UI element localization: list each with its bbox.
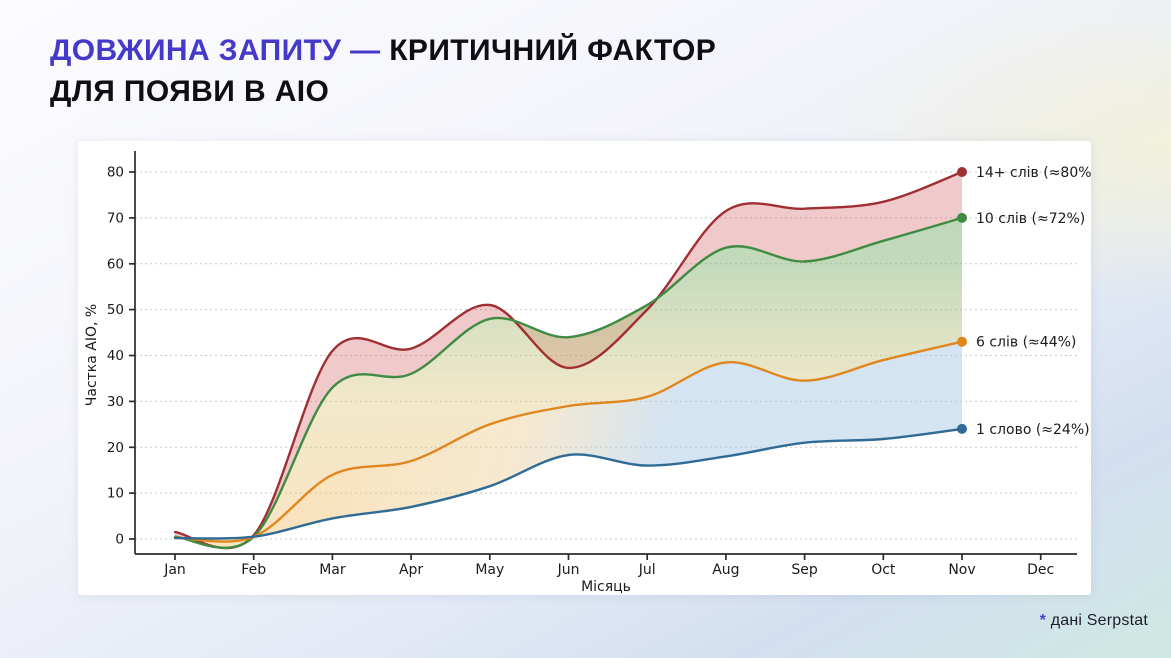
x-tick-label: Sep (791, 562, 818, 578)
y-tick-label: 50 (107, 302, 124, 318)
footnote-asterisk: * (1039, 612, 1047, 629)
annotation-1-word: 1 слово (≈24%) (976, 422, 1090, 438)
x-tick-label: Apr (399, 562, 423, 578)
x-tick-label: Aug (712, 562, 739, 578)
title-rest: КРИТИЧНИЙ ФАКТОР (380, 34, 717, 67)
tick-labels: 0 10 20 30 40 50 60 70 80 Jan Feb Mar Apr May Jun Jul Au… (107, 165, 1054, 579)
page-title: ДОВЖИНА ЗАПИТУ — КРИТИЧНИЙ ФАКТОР ДЛЯ ПО… (50, 30, 716, 112)
x-tick-label: Nov (948, 562, 975, 578)
x-tick-label: Dec (1027, 562, 1054, 578)
y-tick-label: 80 (107, 165, 124, 181)
title-line2: ДЛЯ ПОЯВИ В AIO (50, 75, 330, 108)
y-tick-label: 70 (107, 210, 124, 226)
line-10-words (173, 216, 964, 549)
x-tick-label: May (475, 562, 504, 578)
annotation-6-words: 6 слів (≈44%) (976, 335, 1076, 351)
line-6-words (173, 340, 964, 543)
x-tick-label: Oct (871, 562, 896, 578)
footnote: * дані Serpstat (1040, 612, 1148, 630)
y-tick-label: 40 (107, 348, 124, 364)
x-tick-label: Feb (241, 562, 266, 578)
y-tick-label: 60 (107, 256, 124, 272)
axes (129, 151, 1077, 560)
end-dot-14plus-words (957, 167, 967, 177)
x-tick-label: Jul (638, 562, 656, 578)
band-6-words (175, 341, 962, 542)
line-14plus-words (173, 170, 964, 550)
chart-card: 0 10 20 30 40 50 60 70 80 Jan Feb Mar Apr May Jun Jul Au… (78, 141, 1091, 595)
footnote-text: дані Serpstat (1046, 612, 1148, 629)
x-tick-label: Jan (163, 562, 186, 578)
end-dot-1-word (957, 423, 967, 434)
x-tick-label: Jun (557, 562, 580, 578)
y-tick-label: 20 (107, 440, 124, 456)
end-dot-10-words (957, 212, 967, 223)
x-tick-label: Mar (319, 562, 346, 578)
line-1-word (173, 427, 964, 540)
x-axis-title: Місяць (581, 579, 631, 595)
aio-share-area-chart: 0 10 20 30 40 50 60 70 80 Jan Feb Mar Apr May Jun Jul Au… (84, 151, 1091, 595)
annotation-14plus-words: 14+ слів (≈80%) (976, 165, 1091, 181)
annotation-10-words: 10 слів (≈72%) (976, 211, 1085, 227)
y-tick-label: 30 (107, 394, 124, 410)
end-dot-6-words (957, 336, 967, 347)
title-highlight: ДОВЖИНА ЗАПИТУ — (50, 34, 381, 67)
y-tick-label: 10 (107, 486, 124, 502)
y-tick-label: 0 (115, 532, 124, 548)
y-axis-title: Частка AIO, % (84, 304, 100, 406)
